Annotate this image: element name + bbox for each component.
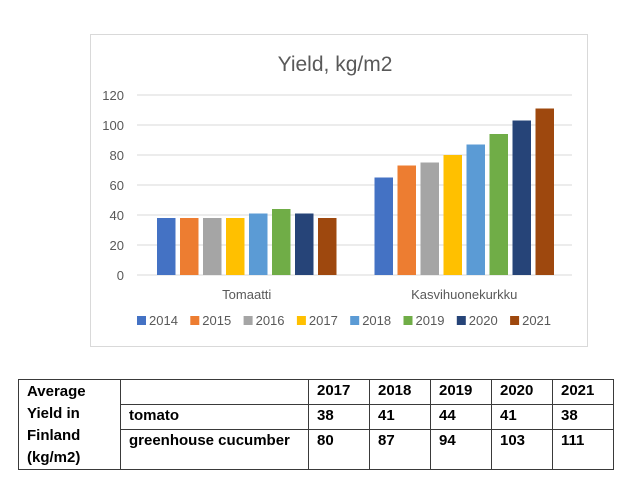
legend-swatch xyxy=(456,316,466,325)
bar-2014-Kasvihuonekurkku xyxy=(374,177,393,275)
year-header: 2018 xyxy=(369,379,431,405)
bar-2021-Tomaatti xyxy=(318,218,337,275)
legend-label: 2019 xyxy=(416,313,445,328)
row-header-line: Finland xyxy=(27,427,81,444)
legend-swatch xyxy=(403,316,413,325)
bar-2020-Tomaatti xyxy=(295,213,314,275)
row-label: greenhouse cucumber xyxy=(120,429,309,470)
table-header-row: Average Yield in Finland (kg/m2) 2017 20… xyxy=(18,379,614,470)
legend-label: 2017 xyxy=(309,313,338,328)
bar-2017-Kasvihuonekurkku xyxy=(443,155,462,275)
bar-2015-Kasvihuonekurkku xyxy=(397,165,416,275)
table-row: greenhouse cucumber 80 87 94 103 111 xyxy=(19,429,614,470)
chart-area: Yield, kg/m2 0 20 40 60 80 100 120 Tomaatti Kas… xyxy=(90,34,588,347)
chart-title: Yield, kg/m2 xyxy=(278,53,393,76)
bar-2019-Kasvihuonekurkku xyxy=(489,134,508,275)
row-header-line: Yield in xyxy=(27,405,80,422)
bar-2015-Tomaatti xyxy=(180,218,199,275)
bar-2018-Tomaatti xyxy=(249,213,268,275)
year-header: 2017 xyxy=(308,379,370,405)
y-tick-label: 100 xyxy=(102,118,124,133)
legend-label: 2021 xyxy=(522,313,551,328)
year-header: 2021 xyxy=(552,379,614,405)
table-cell: 103 xyxy=(491,429,553,470)
legend-label: 2015 xyxy=(202,313,231,328)
y-tick-label: 80 xyxy=(110,148,124,163)
y-tick-label: 0 xyxy=(117,268,124,283)
y-tick-label: 40 xyxy=(110,208,124,223)
table-cell: 38 xyxy=(552,404,614,430)
bar-2016-Tomaatti xyxy=(203,218,222,275)
y-tick-label: 20 xyxy=(110,238,124,253)
bar-2020-Kasvihuonekurkku xyxy=(512,120,531,275)
legend-swatch xyxy=(350,316,360,325)
bar-2014-Tomaatti xyxy=(157,218,176,275)
y-tick-label: 60 xyxy=(110,178,124,193)
bar-2018-Kasvihuonekurkku xyxy=(466,144,485,275)
row-header-line: Average xyxy=(27,383,86,400)
table-cell: 41 xyxy=(369,404,431,430)
table-cell: 87 xyxy=(369,429,431,470)
table-row-header: Average Yield in Finland (kg/m2) xyxy=(18,379,121,470)
bar-2019-Tomaatti xyxy=(272,209,291,275)
legend-label: 2020 xyxy=(469,313,498,328)
bar-chart: Yield, kg/m2 0 20 40 60 80 100 120 Tomaatti Kas… xyxy=(102,53,572,328)
yield-table: Average Yield in Finland (kg/m2) 2017 20… xyxy=(18,379,614,470)
table-cell: 44 xyxy=(430,404,492,430)
bar-2021-Kasvihuonekurkku xyxy=(535,108,554,275)
legend-swatch xyxy=(243,316,253,325)
y-tick-label: 120 xyxy=(102,88,124,103)
table-cell: 111 xyxy=(552,429,614,470)
x-category-label: Kasvihuonekurkku xyxy=(411,287,517,302)
bar-2017-Tomaatti xyxy=(226,218,245,275)
table-corner-cell xyxy=(120,379,309,405)
row-label: tomato xyxy=(120,404,309,430)
legend-label: 2014 xyxy=(149,313,178,328)
legend-swatch xyxy=(510,316,520,325)
row-header-line: (kg/m2) xyxy=(27,449,81,466)
x-category-label: Tomaatti xyxy=(222,287,271,302)
table-cell: 38 xyxy=(308,404,370,430)
legend-swatch xyxy=(137,316,146,325)
legend-swatch xyxy=(296,316,306,325)
year-header: 2020 xyxy=(491,379,553,405)
legend-label: 2018 xyxy=(362,313,391,328)
table-cell: 80 xyxy=(308,429,370,470)
legend-label: 2016 xyxy=(256,313,285,328)
table-cell: 41 xyxy=(491,404,553,430)
legend-swatch xyxy=(190,316,200,325)
bar-2016-Kasvihuonekurkku xyxy=(420,162,439,275)
table-cell: 94 xyxy=(430,429,492,470)
year-header: 2019 xyxy=(430,379,492,405)
